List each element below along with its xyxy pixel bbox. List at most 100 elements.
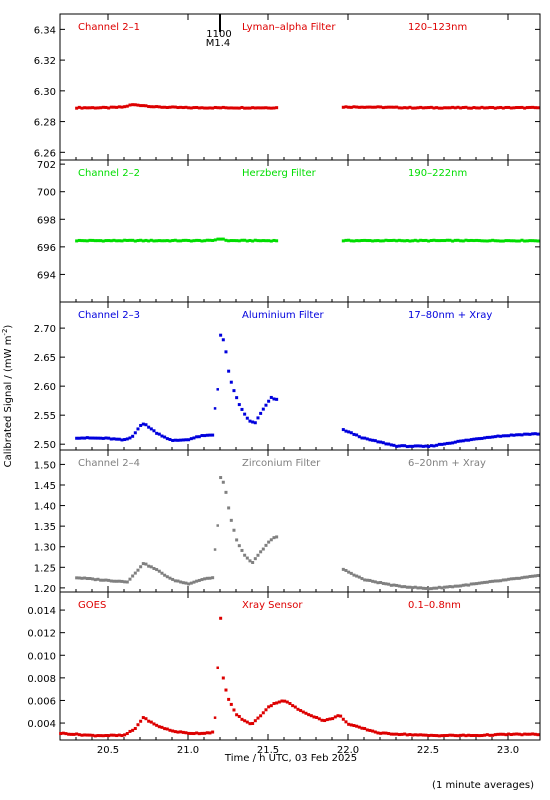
data-point [115,437,119,441]
data-point [392,583,396,587]
plot-frame [59,449,541,593]
data-point [83,436,87,440]
data-point [488,580,492,584]
data-point [267,540,271,544]
data-point [381,441,385,445]
data-point [227,697,231,701]
data-point [504,105,508,109]
data-point [139,719,143,723]
data-point [229,702,233,706]
data-point [365,105,369,109]
data-point [472,106,476,110]
data-point [437,239,441,243]
data-point [125,437,129,441]
data-point [117,105,121,109]
data-point [371,729,375,733]
data-point [437,585,441,589]
panel-channel-name: Channel 2–2 [78,168,140,179]
plot-frame [59,13,541,161]
data-point [528,574,532,578]
data-point [395,105,399,109]
data-point [104,105,108,109]
data-point [509,239,513,243]
data-point [507,434,511,438]
data-point [157,569,161,573]
data-point [512,433,516,437]
data-point [165,727,169,731]
data-point [349,723,353,727]
data-point [275,701,279,705]
data-point [168,105,172,109]
data-point [459,106,463,110]
data-point [112,238,116,242]
data-point [163,239,167,243]
data-point [405,239,409,243]
data-point [480,105,484,109]
data-point [523,575,527,579]
y-tick-label: 698 [37,215,56,226]
data-point [533,432,537,436]
data-point [80,436,84,440]
data-point [139,565,143,569]
data-point [451,441,455,445]
data-point [389,443,393,447]
data-point [200,731,204,735]
data-point [424,586,428,590]
data-point [109,733,113,737]
data-point [357,575,361,579]
data-point [179,239,183,243]
data-point [360,577,364,581]
data-point [72,732,76,736]
data-point [475,238,479,242]
data-point [424,444,428,448]
data-point [80,576,84,580]
data-point [355,239,359,243]
data-point [205,731,209,735]
data-point [224,490,228,494]
data-point [325,718,329,722]
data-point [419,444,423,448]
data-point [107,106,111,110]
data-point [245,416,249,420]
data-point [112,733,116,737]
data-point [267,239,271,243]
data-point [461,733,465,737]
data-point [360,105,364,109]
data-point [163,573,167,577]
data-point [349,431,353,435]
data-point [99,436,103,440]
data-point [80,733,84,737]
data-point [376,239,380,243]
data-point [144,423,148,427]
data-point [232,106,236,110]
data-point [83,733,87,737]
data-point [387,239,391,243]
data-point [509,433,513,437]
data-point [195,731,199,735]
data-point [387,442,391,446]
data-point [344,429,348,433]
data-point [400,444,404,448]
data-point [216,666,219,670]
data-point [264,403,268,407]
data-point [461,239,465,243]
data-point [499,732,503,736]
data-point [435,106,439,110]
data-point [213,548,217,551]
data-point [173,438,177,442]
data-point [179,438,183,442]
data-point [176,106,180,110]
data-point [515,576,519,580]
data-point [163,727,167,731]
data-point [248,238,252,242]
data-point [104,578,108,582]
data-point [176,438,180,442]
data-point [219,237,223,241]
data-point [411,444,415,448]
data-point [531,105,535,109]
data-point [237,106,241,110]
data-point [480,239,484,243]
data-point [357,105,361,109]
data-point [155,431,159,435]
data-point [331,717,335,721]
